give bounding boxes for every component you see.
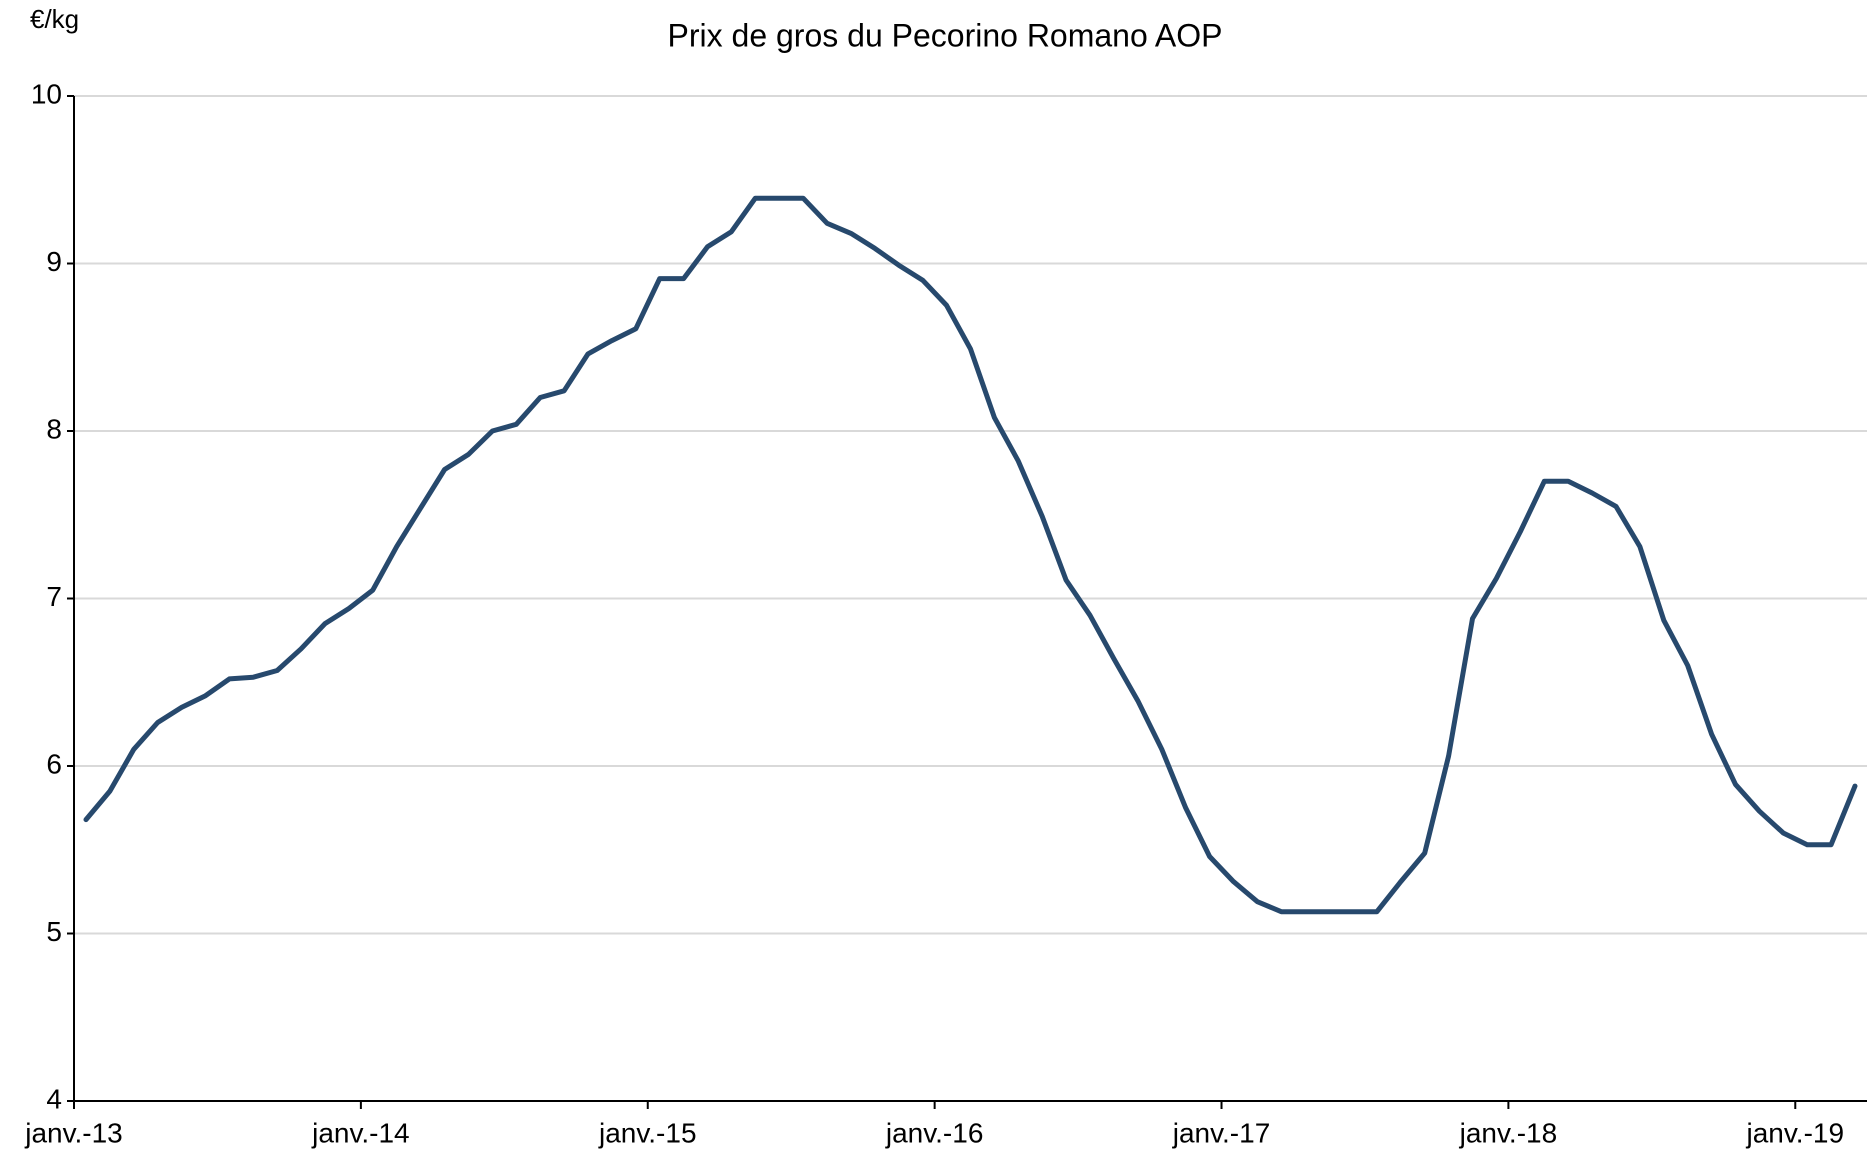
x-tick-label: janv.-19: [1746, 1117, 1845, 1148]
y-tick-label: 9: [46, 246, 62, 277]
y-tick-label: 4: [46, 1083, 62, 1114]
x-tick-label: janv.-14: [311, 1117, 410, 1148]
chart-title: Prix de gros du Pecorino Romano AOP: [668, 17, 1223, 53]
y-tick-label: 10: [31, 78, 62, 109]
x-tick-label: janv.-18: [1459, 1117, 1558, 1148]
x-tick-label: janv.-13: [24, 1117, 123, 1148]
x-tick-label: janv.-17: [1172, 1117, 1271, 1148]
y-tick-label: 8: [46, 413, 62, 444]
y-tick-label: 7: [46, 581, 62, 612]
x-tick-label: janv.-15: [598, 1117, 697, 1148]
y-axis-label: €/kg: [30, 4, 79, 34]
y-tick-label: 5: [46, 916, 62, 947]
y-tick-label: 6: [46, 748, 62, 779]
line-series: [83, 195, 1858, 915]
x-tick-label: janv.-16: [885, 1117, 984, 1148]
